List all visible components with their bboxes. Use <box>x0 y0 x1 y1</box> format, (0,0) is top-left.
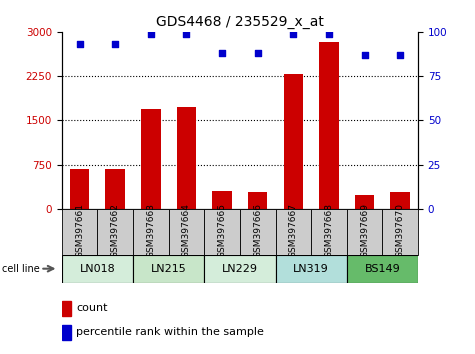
Text: GSM397668: GSM397668 <box>324 204 333 258</box>
Bar <box>248 192 267 209</box>
Bar <box>276 209 311 255</box>
Bar <box>355 195 374 209</box>
Bar <box>347 209 382 255</box>
Bar <box>62 209 97 255</box>
Point <box>111 41 119 47</box>
Bar <box>204 209 240 255</box>
Text: GSM397667: GSM397667 <box>289 204 298 258</box>
Text: GSM397666: GSM397666 <box>253 204 262 258</box>
Text: percentile rank within the sample: percentile rank within the sample <box>76 327 264 337</box>
Bar <box>311 209 347 255</box>
Text: LN018: LN018 <box>79 264 115 274</box>
Bar <box>62 301 71 315</box>
Point <box>182 31 190 36</box>
Point <box>361 52 369 58</box>
Bar <box>62 325 71 339</box>
Title: GDS4468 / 235529_x_at: GDS4468 / 235529_x_at <box>156 16 324 29</box>
Text: LN215: LN215 <box>151 264 187 274</box>
Bar <box>347 255 418 283</box>
Point <box>396 52 404 58</box>
Bar <box>133 209 169 255</box>
Point <box>289 31 297 36</box>
Text: GSM397661: GSM397661 <box>75 204 84 258</box>
Bar <box>141 109 161 209</box>
Text: BS149: BS149 <box>364 264 400 274</box>
Point <box>147 31 155 36</box>
Text: LN319: LN319 <box>293 264 329 274</box>
Bar <box>62 255 133 283</box>
Text: GSM397663: GSM397663 <box>146 204 155 258</box>
Text: LN229: LN229 <box>222 264 258 274</box>
Bar <box>177 107 196 209</box>
Text: count: count <box>76 303 107 313</box>
Point <box>76 41 84 47</box>
Point <box>254 50 261 56</box>
Bar <box>204 255 276 283</box>
Point <box>325 31 332 36</box>
Bar <box>169 209 204 255</box>
Point <box>218 50 226 56</box>
Text: GSM397662: GSM397662 <box>111 204 120 258</box>
Bar <box>105 169 125 209</box>
Text: GSM397669: GSM397669 <box>360 204 369 258</box>
Bar <box>133 255 204 283</box>
Bar <box>240 209 276 255</box>
Bar <box>284 74 303 209</box>
Bar <box>276 255 347 283</box>
Text: GSM397664: GSM397664 <box>182 204 191 258</box>
Bar <box>390 192 410 209</box>
Bar <box>382 209 418 255</box>
Bar <box>212 190 232 209</box>
Text: GSM397670: GSM397670 <box>396 204 405 258</box>
Text: cell line: cell line <box>2 264 40 274</box>
Bar <box>97 209 133 255</box>
Bar <box>319 42 339 209</box>
Bar <box>70 169 89 209</box>
Text: GSM397665: GSM397665 <box>218 204 227 258</box>
